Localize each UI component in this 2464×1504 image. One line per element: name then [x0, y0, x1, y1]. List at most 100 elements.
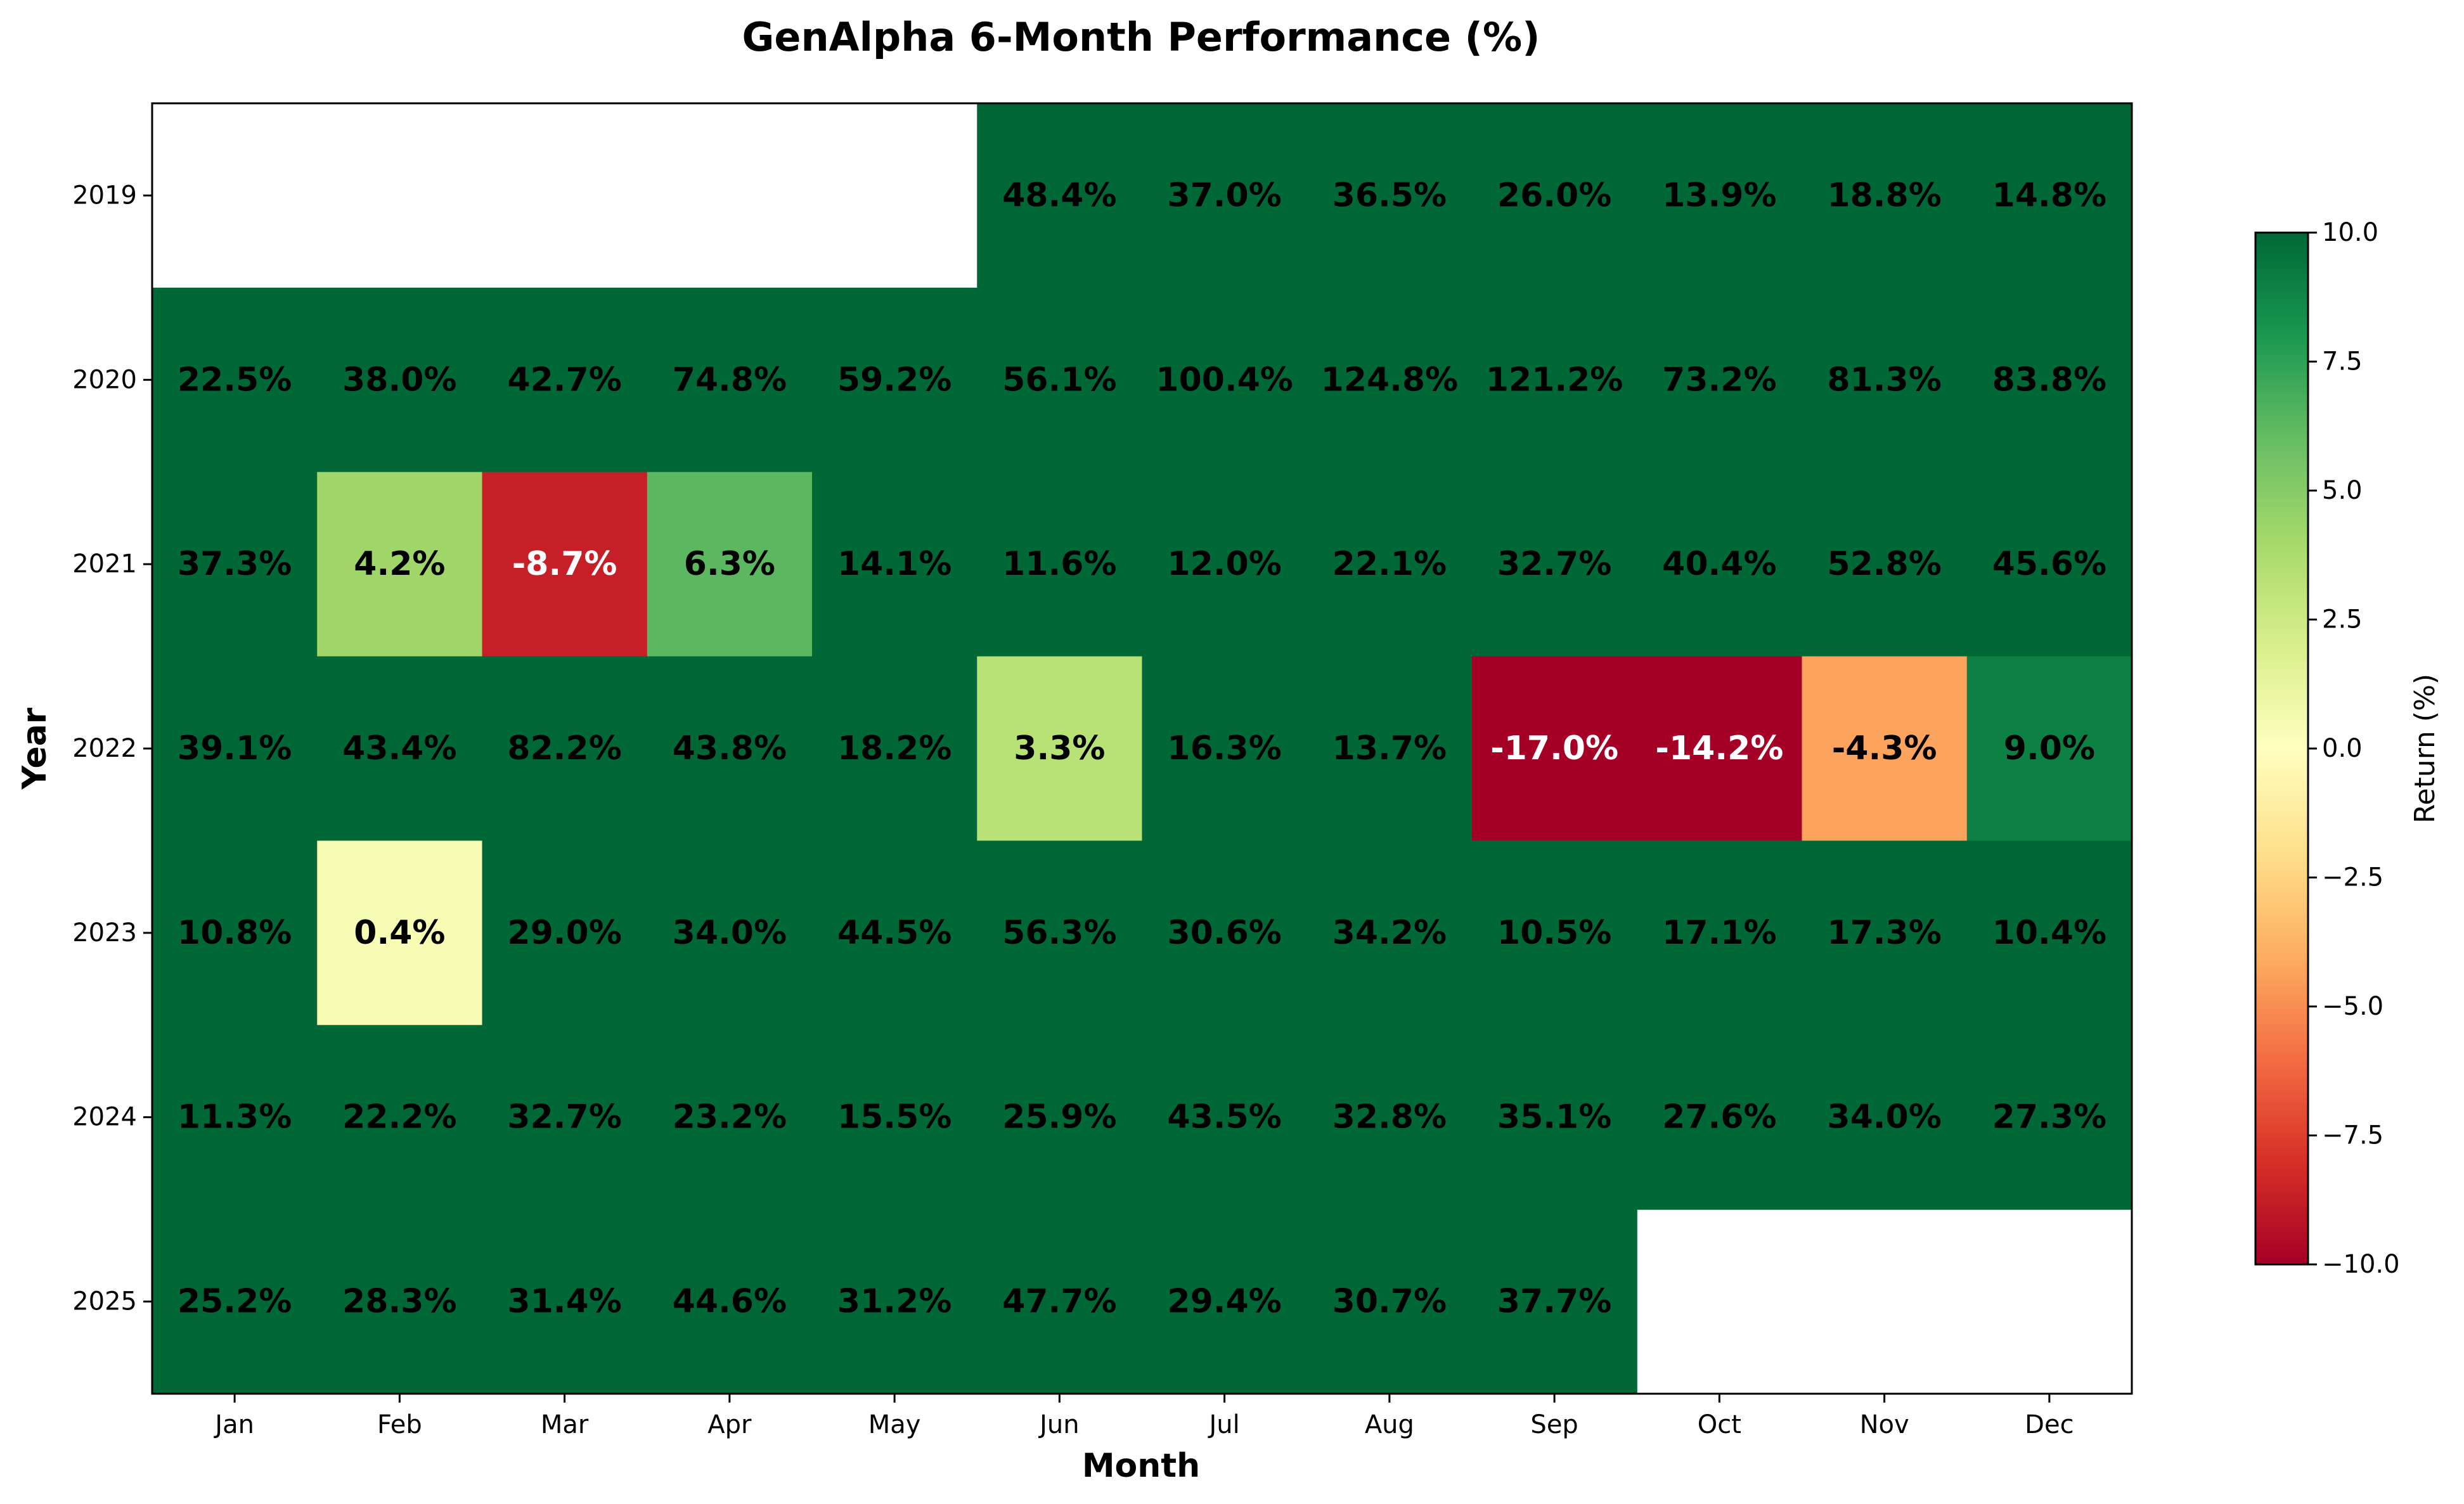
heatmap-cell-2020-sep	[1472, 287, 1637, 473]
heatmap-cell-2021-jan	[152, 472, 318, 657]
cell-label-2024-oct: 27.6%	[1662, 1098, 1776, 1136]
cell-label-2021-dec: 45.6%	[1992, 545, 2106, 583]
colorbar-tick-label: −5.0	[2322, 992, 2383, 1021]
heatmap-cell-2021-mar	[482, 472, 648, 657]
colorbar-tick-label: 5.0	[2322, 476, 2363, 505]
heatmap-cell-2021-sep	[1472, 472, 1637, 657]
cell-label-2024-jun: 25.9%	[1002, 1098, 1116, 1136]
cell-label-2025-sep: 37.7%	[1497, 1283, 1611, 1321]
cell-label-2023-dec: 10.4%	[1992, 914, 2106, 952]
heatmap-cell-2019-dec	[1966, 103, 2132, 288]
cell-label-2025-jul: 29.4%	[1167, 1283, 1281, 1321]
cell-label-2019-sep: 26.0%	[1497, 176, 1611, 214]
x-tick-label-apr: Apr	[707, 1410, 752, 1439]
cell-label-2021-sep: 32.7%	[1497, 545, 1611, 583]
x-tick-label-sep: Sep	[1530, 1410, 1578, 1439]
cell-label-2021-mar: -8.7%	[512, 545, 617, 583]
x-axis-label: Month	[1082, 1447, 1200, 1485]
heatmap-cell-2022-mar	[482, 656, 648, 842]
heatmap-cell-2020-jan	[152, 287, 318, 473]
heatmap-cell-2021-may	[812, 472, 977, 657]
cell-label-2020-feb: 38.0%	[342, 361, 456, 399]
cell-label-2020-oct: 73.2%	[1662, 361, 1776, 399]
heatmap-cell-2024-aug	[1306, 1025, 1473, 1210]
cell-label-2021-apr: 6.3%	[684, 545, 775, 583]
heatmap-cell-2021-feb	[317, 472, 483, 657]
x-tick-label-jun: Jun	[1038, 1410, 1080, 1439]
heatmap-cell-2025-mar	[482, 1209, 648, 1394]
cell-label-2022-sep: -17.0%	[1490, 730, 1618, 768]
cell-label-2019-nov: 18.8%	[1827, 176, 1941, 214]
heatmap-cell-2021-apr	[647, 472, 813, 657]
x-tick-label-nov: Nov	[1860, 1410, 1909, 1439]
cell-label-2021-jan: 37.3%	[177, 545, 292, 583]
y-tick-label-2022: 2022	[72, 734, 137, 763]
heatmap-cell-2023-may	[812, 840, 977, 1025]
heatmap-cell-2023-jun	[977, 840, 1143, 1025]
heatmap-cell-2019-jul	[1142, 103, 1308, 288]
heatmap-cell-2022-feb	[317, 656, 483, 842]
cell-label-2024-feb: 22.2%	[342, 1098, 456, 1136]
colorbar-tick-label: 7.5	[2322, 347, 2363, 376]
heatmap-cell-2023-nov	[1802, 840, 1968, 1025]
cell-label-2022-oct: -14.2%	[1655, 730, 1783, 768]
cell-label-2022-may: 18.2%	[837, 730, 951, 768]
cell-label-2019-jun: 48.4%	[1002, 176, 1116, 214]
colorbar-tick-label: −7.5	[2322, 1121, 2383, 1150]
cell-label-2021-oct: 40.4%	[1662, 545, 1776, 583]
heatmap-cell-2025-may	[812, 1209, 977, 1394]
cell-label-2020-apr: 74.8%	[673, 361, 787, 399]
cell-label-2024-may: 15.5%	[837, 1098, 951, 1136]
x-tick-label-oct: Oct	[1698, 1410, 1741, 1439]
cell-label-2023-nov: 17.3%	[1827, 914, 1941, 952]
cell-label-2024-aug: 32.8%	[1332, 1098, 1447, 1136]
cell-label-2023-oct: 17.1%	[1662, 914, 1776, 952]
cell-label-2024-mar: 32.7%	[507, 1098, 621, 1136]
cell-label-2022-jun: 3.3%	[1014, 730, 1105, 768]
y-tick-label-2021: 2021	[72, 550, 137, 579]
y-tick-label-2024: 2024	[72, 1103, 137, 1132]
heatmap-cell-2025-feb	[317, 1209, 483, 1394]
cell-label-2020-dec: 83.8%	[1992, 361, 2106, 399]
cell-label-2019-aug: 36.5%	[1332, 176, 1447, 214]
cell-label-2020-jan: 22.5%	[177, 361, 292, 399]
heatmap-cell-2022-nov	[1802, 656, 1968, 842]
heatmap-cell-2024-dec	[1966, 1025, 2132, 1210]
cell-label-2022-jul: 16.3%	[1167, 730, 1281, 768]
cell-label-2024-apr: 23.2%	[673, 1098, 787, 1136]
heatmap-cell-2025-jul	[1142, 1209, 1308, 1394]
heatmap-cell-2021-jul	[1142, 472, 1308, 657]
cell-label-2020-jun: 56.1%	[1002, 361, 1116, 399]
colorbar-tick-label: 2.5	[2322, 605, 2363, 634]
colorbar-tick-label: −2.5	[2322, 863, 2383, 892]
heatmap-cell-2025-jun	[977, 1209, 1143, 1394]
heatmap-cell-2022-oct	[1637, 656, 1803, 842]
cell-label-2020-nov: 81.3%	[1827, 361, 1941, 399]
y-axis-label: Year	[16, 707, 54, 790]
y-tick-label-2020: 2020	[72, 365, 137, 394]
cell-label-2020-aug: 124.8%	[1321, 361, 1459, 399]
cell-label-2022-feb: 43.4%	[342, 730, 456, 768]
cell-label-2023-may: 44.5%	[837, 914, 951, 952]
cell-label-2019-jul: 37.0%	[1167, 176, 1281, 214]
heatmap-cell-2024-apr	[647, 1025, 813, 1210]
heatmap-cell-2019-jun	[977, 103, 1143, 288]
heatmap-cell-2024-nov	[1802, 1025, 1968, 1210]
cell-label-2024-dec: 27.3%	[1992, 1098, 2106, 1136]
cell-label-2020-jul: 100.4%	[1156, 361, 1293, 399]
chart-title: GenAlpha 6-Month Performance (%)	[742, 14, 1540, 60]
heatmap-cell-2020-dec	[1966, 287, 2132, 473]
x-tick-label-feb: Feb	[377, 1410, 422, 1439]
cell-label-2021-jun: 11.6%	[1002, 545, 1116, 583]
cell-label-2023-sep: 10.5%	[1497, 914, 1611, 952]
cell-label-2023-jul: 30.6%	[1167, 914, 1281, 952]
cell-label-2023-mar: 29.0%	[507, 914, 621, 952]
heatmap-cell-2023-oct	[1637, 840, 1803, 1025]
cell-label-2025-may: 31.2%	[837, 1283, 951, 1321]
cell-label-2025-jun: 47.7%	[1002, 1283, 1116, 1321]
cell-label-2021-feb: 4.2%	[354, 545, 445, 583]
cell-label-2023-aug: 34.2%	[1332, 914, 1447, 952]
heatmap-cell-2024-jan	[152, 1025, 318, 1210]
heatmap-cell-2019-aug	[1306, 103, 1473, 288]
heatmap-cell-2023-jan	[152, 840, 318, 1025]
